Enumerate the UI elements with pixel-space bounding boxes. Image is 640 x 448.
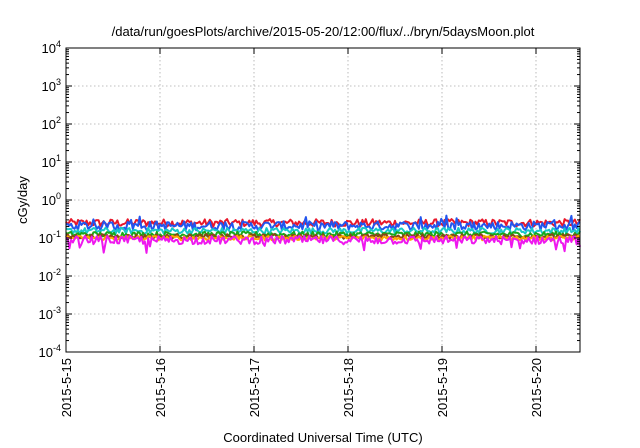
x-axis-label: Coordinated Universal Time (UTC) <box>223 430 422 445</box>
y-tick-label: 102 <box>42 115 61 132</box>
series-line <box>65 230 581 238</box>
x-tick-label: 2015-5-17 <box>247 358 262 417</box>
series-layer <box>65 214 581 254</box>
series-line <box>65 218 581 228</box>
x-tick-label: 2015-5-19 <box>435 358 450 417</box>
x-axis: 2015-5-15 2015-5-16 2015-5-17 2015-5-18 2015… <box>59 48 544 417</box>
series-line <box>65 214 581 232</box>
y-axis: 104 103 102 101 100 10-1 10-2 10-3 10-4 <box>39 39 580 360</box>
chart-title: /data/run/goesPlots/archive/2015-05-20/1… <box>112 24 535 39</box>
y-tick-label: 103 <box>42 77 61 94</box>
x-tick-label: 2015-5-20 <box>529 358 544 417</box>
y-tick-label: 101 <box>42 153 61 170</box>
y-tick-label: 10-2 <box>39 267 61 284</box>
x-tick-label: 2015-5-16 <box>153 358 168 417</box>
y-axis-label: cGy/day <box>15 176 30 224</box>
y-tick-label: 100 <box>42 191 61 208</box>
grid <box>66 48 580 352</box>
y-tick-label: 10-4 <box>39 343 61 360</box>
x-tick-label: 2015-5-18 <box>341 358 356 417</box>
series-line <box>66 234 581 254</box>
y-tick-label: 10-3 <box>39 305 61 322</box>
x-tick-label: 2015-5-15 <box>59 358 74 417</box>
y-tick-label: 104 <box>42 39 61 56</box>
y-tick-label: 10-1 <box>39 229 61 246</box>
